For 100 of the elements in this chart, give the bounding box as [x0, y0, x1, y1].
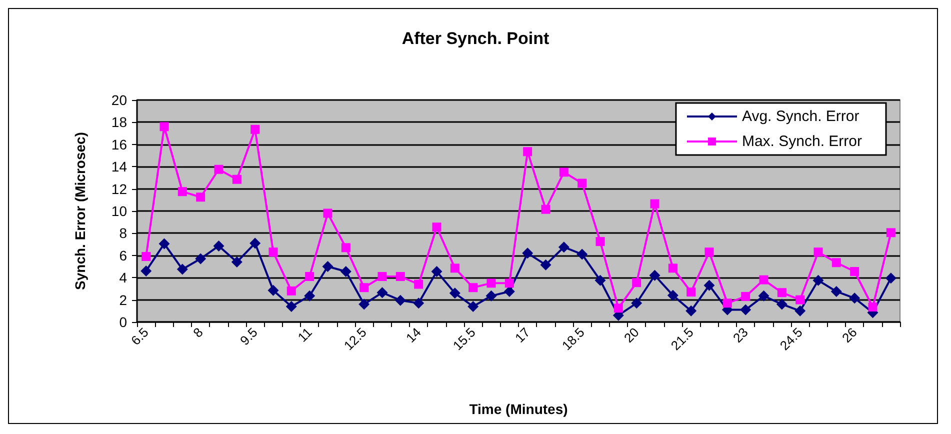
x-tick-label: 26 — [839, 324, 860, 346]
point — [396, 272, 405, 281]
point — [632, 278, 642, 288]
point — [450, 264, 460, 273]
point — [304, 290, 316, 302]
point — [594, 274, 606, 286]
point — [614, 304, 623, 313]
point — [142, 252, 151, 262]
point — [741, 292, 750, 301]
point — [376, 287, 388, 298]
point — [322, 261, 334, 272]
point — [358, 298, 370, 310]
y-axis-title: Synch. Error (Microsec) — [72, 132, 88, 290]
y-tick-label: 16 — [111, 136, 128, 152]
point — [849, 292, 860, 304]
point — [340, 266, 352, 277]
point — [468, 300, 479, 312]
legend-label: Avg. Synch. Error — [742, 108, 860, 125]
point — [740, 304, 752, 316]
x-tick-label: 17 — [512, 324, 533, 346]
point — [232, 174, 242, 184]
point — [578, 178, 587, 188]
x-tick-label: 8 — [190, 324, 206, 340]
y-tick-label: 8 — [119, 225, 128, 242]
chart-title: After Synch. Point — [402, 29, 550, 48]
y-tick-label: 12 — [111, 180, 128, 197]
point — [885, 272, 896, 284]
point — [486, 278, 496, 288]
point — [486, 290, 497, 302]
point — [231, 256, 242, 268]
point — [250, 124, 260, 134]
point — [432, 222, 442, 232]
point — [541, 204, 550, 214]
point — [832, 258, 841, 268]
point — [360, 283, 369, 292]
point — [776, 298, 788, 310]
point — [759, 275, 768, 284]
point — [668, 264, 678, 273]
point — [850, 266, 860, 276]
y-tick-label: 10 — [111, 203, 128, 219]
x-tick-label: 23 — [730, 324, 751, 346]
x-axis-title: Time (Minutes) — [469, 401, 568, 417]
y-tick-label: 14 — [111, 158, 128, 175]
x-tick-label: 14 — [403, 324, 424, 346]
point — [158, 238, 170, 250]
point — [449, 288, 460, 299]
point — [886, 228, 896, 238]
point — [305, 272, 314, 281]
point — [160, 122, 169, 132]
y-tick-label: 18 — [111, 114, 128, 130]
point — [830, 286, 842, 297]
point — [704, 280, 715, 291]
x-tick-label: 6.5 — [128, 324, 152, 348]
point — [522, 248, 534, 259]
point — [704, 248, 714, 257]
point — [796, 295, 805, 304]
point — [468, 283, 478, 292]
point — [650, 199, 660, 208]
y-tick-label: 2 — [119, 292, 128, 308]
point — [686, 305, 697, 316]
point — [667, 290, 678, 301]
point — [414, 280, 424, 289]
point — [214, 164, 224, 174]
point — [250, 238, 261, 249]
y-tick-label: 20 — [111, 92, 128, 108]
point — [268, 248, 278, 257]
point — [596, 237, 605, 246]
point — [394, 294, 406, 306]
point — [286, 300, 297, 312]
point — [378, 272, 387, 281]
point — [323, 208, 332, 218]
x-tick-label: 9.5 — [237, 324, 260, 348]
point — [504, 278, 514, 288]
point — [631, 298, 642, 309]
point — [140, 265, 152, 276]
point — [178, 187, 187, 196]
point — [559, 168, 568, 177]
point — [431, 266, 442, 277]
point — [812, 274, 824, 286]
point — [814, 248, 823, 257]
point — [176, 264, 188, 275]
x-tick-label: 20 — [621, 324, 642, 346]
point — [576, 248, 588, 260]
point — [777, 288, 786, 298]
point — [523, 147, 532, 156]
point — [794, 305, 806, 316]
point — [722, 298, 732, 308]
point — [341, 243, 350, 252]
point — [686, 288, 696, 297]
y-tick-label: 6 — [119, 247, 128, 264]
x-tick-label: 11 — [294, 324, 315, 345]
point — [195, 253, 206, 264]
point — [413, 298, 424, 309]
y-tick-label: 0 — [119, 314, 128, 330]
point — [268, 284, 279, 296]
point — [758, 290, 770, 302]
point — [213, 240, 224, 252]
point — [196, 192, 206, 202]
point — [540, 259, 552, 270]
y-tick-label: 4 — [119, 270, 128, 286]
